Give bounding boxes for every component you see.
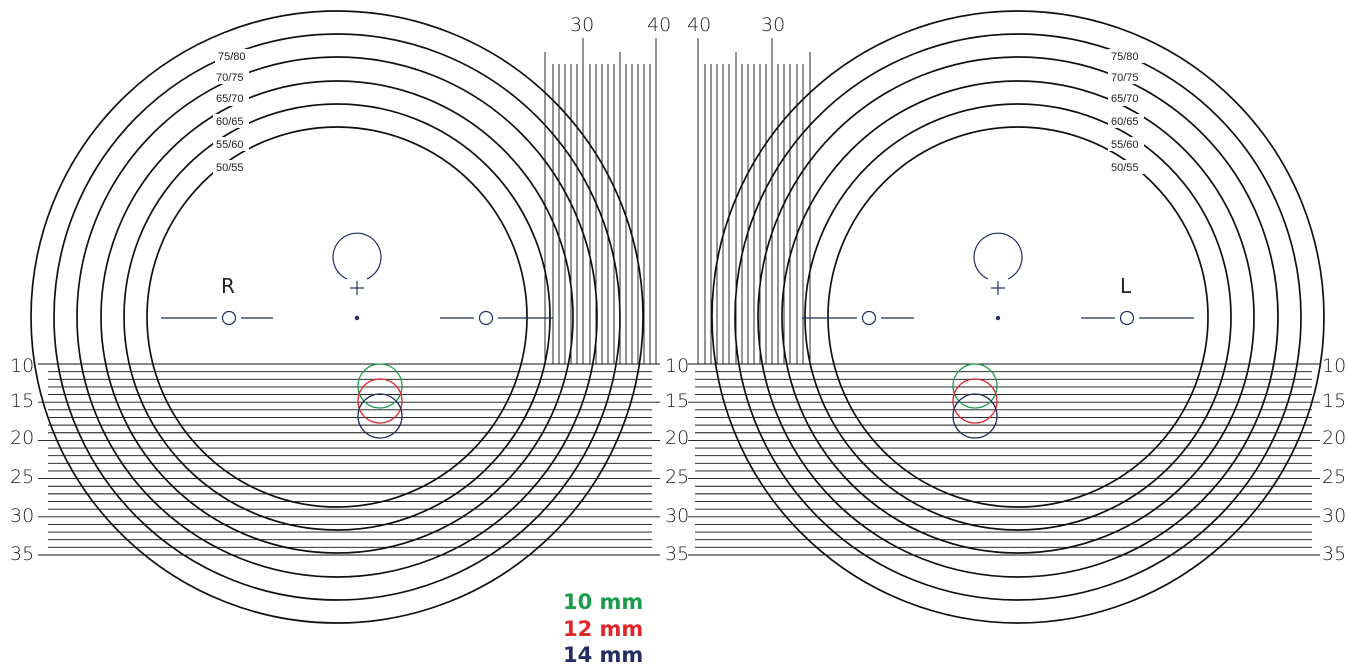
height-label-mid-20: 20 <box>665 427 689 449</box>
left-temporal-mark-circle <box>1119 310 1135 326</box>
ring-label-l-65-70: 65/70 <box>1111 93 1139 105</box>
left-near-zone-10mm <box>952 363 998 409</box>
right-near-zone-14mm <box>357 393 403 439</box>
legend-14mm: 14 mm <box>563 643 643 667</box>
ring-label-gap <box>1108 49 1144 63</box>
lens-ring-right <box>123 103 551 531</box>
lens-ring-right <box>53 33 621 601</box>
ring-label-l-60-65: 60/65 <box>1111 116 1139 128</box>
right-near-vision-arc <box>332 232 382 280</box>
lens-ring-left <box>781 80 1255 554</box>
ring-label-l-75-80: 75/80 <box>1111 51 1139 63</box>
width-label-l-40: 40 <box>687 14 711 36</box>
right-prism-reference-dot <box>354 315 360 321</box>
left-eye-label: L <box>1120 274 1132 298</box>
height-label-left-15: 15 <box>10 390 34 412</box>
lens-ring-left <box>711 10 1325 624</box>
lens-ring-right <box>76 56 598 578</box>
height-label-left-20: 20 <box>10 427 34 449</box>
height-label-left-30: 30 <box>10 505 34 527</box>
right-near-zone-10mm <box>357 363 403 409</box>
lens-ring-left <box>734 33 1302 601</box>
ring-label-r-65-70: 65/70 <box>216 93 244 105</box>
width-label-r-30: 30 <box>570 14 594 36</box>
height-label-mid-15: 15 <box>665 390 689 412</box>
diameter-rings <box>30 10 1325 624</box>
width-label-r-40: 40 <box>647 14 671 36</box>
right-eye-label: R <box>221 274 235 298</box>
legend-12mm: 12 mm <box>563 617 643 641</box>
height-label-right-10: 10 <box>1322 355 1346 377</box>
ring-label-l-70-75: 70/75 <box>1111 72 1139 84</box>
legend-10mm: 10 mm <box>563 590 643 614</box>
ring-label-l-50-55: 50/55 <box>1111 162 1139 174</box>
vertical-scale-lines <box>544 38 811 364</box>
ring-label-r-75-80: 75/80 <box>218 51 246 63</box>
ring-label-gap <box>1108 137 1144 151</box>
height-label-right-35: 35 <box>1322 543 1346 565</box>
ring-label-gap <box>213 114 249 128</box>
right-temporal-mark-circle <box>221 310 237 326</box>
ring-label-r-60-65: 60/65 <box>216 116 244 128</box>
height-label-left-10: 10 <box>10 355 34 377</box>
left-near-zone-12mm <box>952 378 998 424</box>
ring-label-gap <box>213 137 249 151</box>
lens-ring-left <box>757 56 1279 578</box>
ring-label-l-55-60: 55/60 <box>1111 139 1139 151</box>
height-label-left-25: 25 <box>10 466 34 488</box>
left-prism-reference-dot <box>995 315 1001 321</box>
height-label-right-15: 15 <box>1322 390 1346 412</box>
ring-label-gap <box>213 160 249 174</box>
ring-label-r-70-75: 70/75 <box>216 72 244 84</box>
ring-label-gap <box>1108 114 1144 128</box>
ring-label-gap <box>213 70 249 84</box>
width-label-l-30: 30 <box>761 14 785 36</box>
height-label-mid-25: 25 <box>665 466 689 488</box>
lens-ring-left <box>827 126 1209 508</box>
left-near-zone-14mm <box>952 393 998 439</box>
ring-label-gap <box>1108 70 1144 84</box>
ring-label-gap <box>213 92 249 106</box>
ring-label-gap <box>1108 160 1144 174</box>
left-nasal-mark-circle <box>861 310 877 326</box>
ring-label-gap <box>1108 92 1144 106</box>
lens-ring-right <box>30 10 644 624</box>
right-nasal-mark-circle <box>478 310 494 326</box>
left-near-vision-arc <box>973 232 1023 280</box>
ring-label-r-50-55: 50/55 <box>216 162 244 174</box>
lens-ring-right <box>146 126 528 508</box>
lens-ring-left <box>804 103 1232 531</box>
height-label-mid-30: 30 <box>665 505 689 527</box>
height-label-left-35: 35 <box>10 543 34 565</box>
height-label-mid-10: 10 <box>665 355 689 377</box>
height-label-mid-35: 35 <box>665 543 689 565</box>
ring-label-gap <box>215 49 251 63</box>
right-near-zone-12mm <box>357 378 403 424</box>
height-label-right-30: 30 <box>1322 505 1346 527</box>
lens-ring-right <box>100 80 574 554</box>
height-label-right-20: 20 <box>1322 427 1346 449</box>
centration-marks <box>161 232 1194 439</box>
height-label-right-25: 25 <box>1322 466 1346 488</box>
ring-label-r-55-60: 55/60 <box>216 139 244 151</box>
